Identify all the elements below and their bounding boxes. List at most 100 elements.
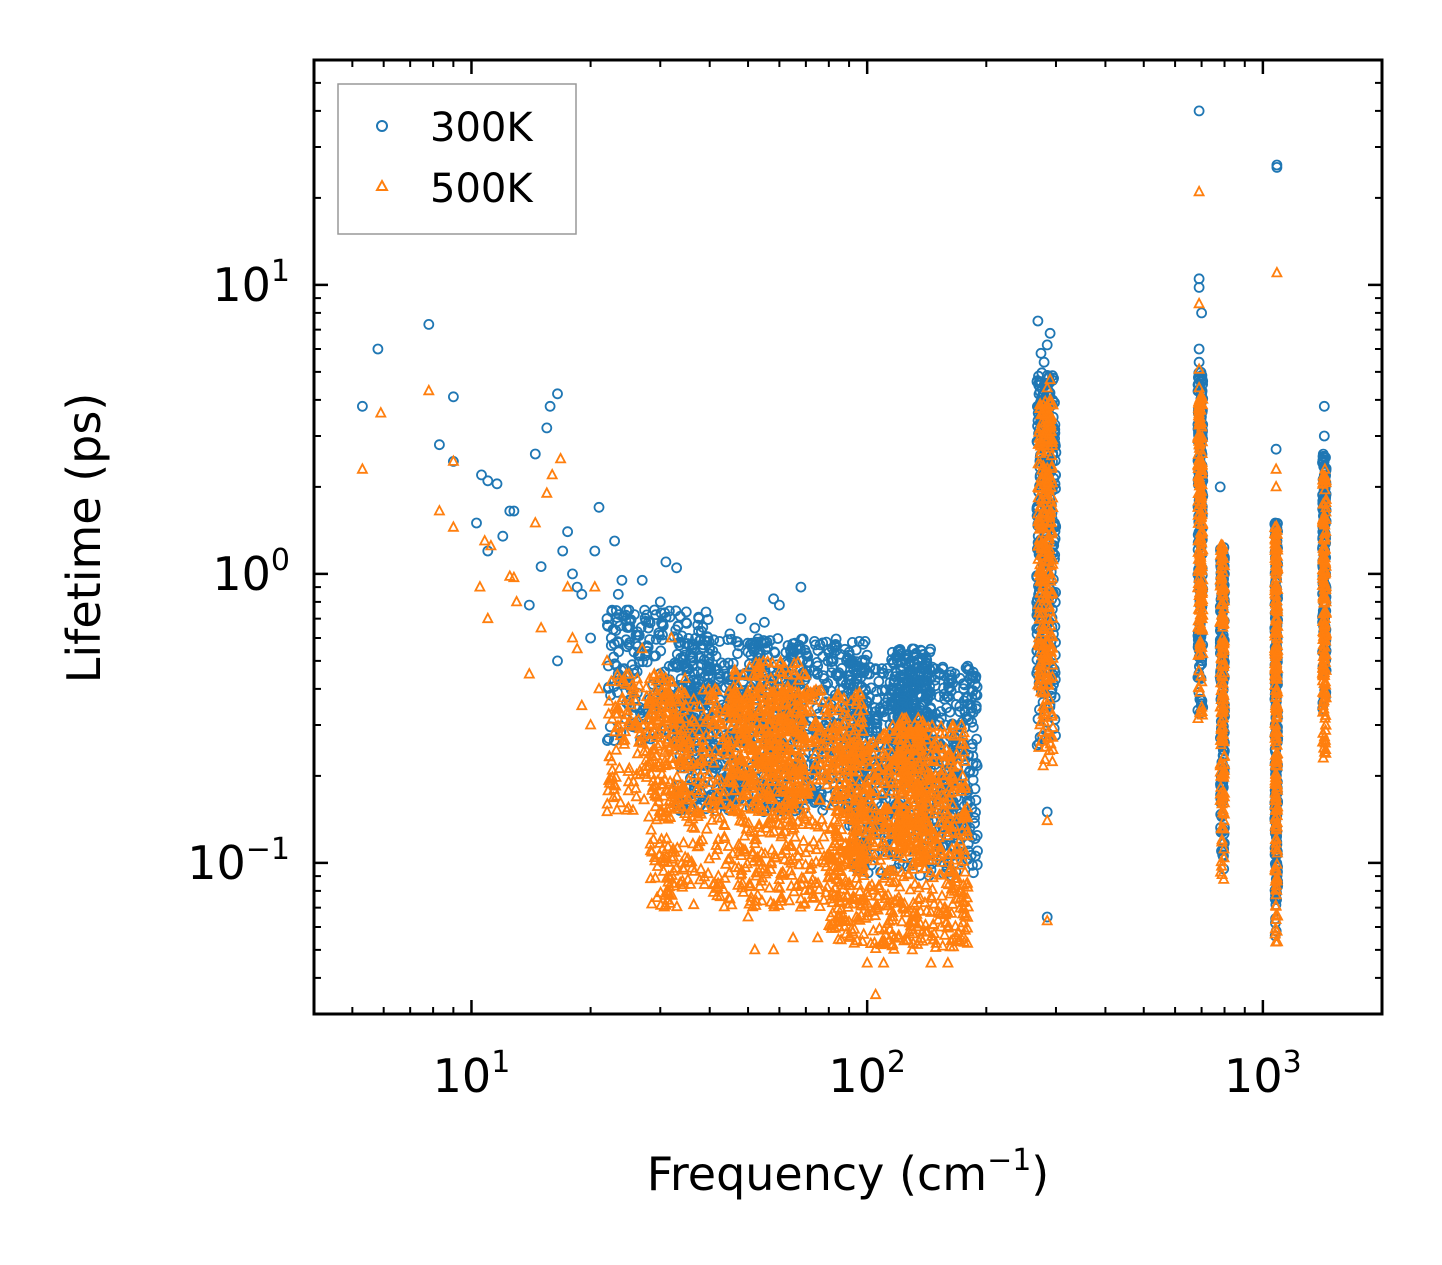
point-300k xyxy=(1193,281,1205,293)
point-500k xyxy=(772,697,785,709)
point-300k xyxy=(1196,373,1208,385)
point-500k xyxy=(722,839,735,851)
point-500k xyxy=(656,850,669,863)
point-500k xyxy=(734,725,747,737)
point-300k xyxy=(656,634,668,646)
point-500k xyxy=(805,704,818,717)
point-500k xyxy=(875,863,888,875)
point-500k xyxy=(745,763,758,776)
point-300k xyxy=(636,574,648,586)
point-500k xyxy=(761,654,774,666)
point-500k xyxy=(740,726,753,738)
point-500k xyxy=(663,879,676,892)
point-500k xyxy=(654,755,667,768)
point-500k xyxy=(433,504,446,516)
point-500k xyxy=(750,694,763,706)
point-500k xyxy=(754,825,767,837)
point-500k xyxy=(1270,265,1283,278)
point-500k xyxy=(641,712,654,724)
point-300k xyxy=(915,699,927,711)
point-500k xyxy=(662,839,674,852)
point-300k xyxy=(562,526,573,538)
point-300k xyxy=(1032,315,1044,327)
point-500k xyxy=(702,767,715,779)
point-500k xyxy=(660,831,673,844)
point-500k xyxy=(734,767,747,780)
point-500k xyxy=(523,667,536,679)
point-300k xyxy=(650,650,661,662)
point-500k xyxy=(795,877,808,889)
point-500k xyxy=(662,684,675,696)
point-500k xyxy=(850,693,863,706)
point-500k xyxy=(803,840,816,853)
point-500k xyxy=(785,879,798,891)
point-500k xyxy=(718,899,731,912)
point-500k xyxy=(786,749,798,762)
point-500k xyxy=(736,876,749,888)
point-500k xyxy=(675,800,688,812)
point-300k xyxy=(633,656,645,668)
point-300k xyxy=(859,636,871,647)
point-300k xyxy=(1196,307,1207,319)
point-500k xyxy=(820,732,833,744)
point-300k xyxy=(867,726,878,738)
point-500k xyxy=(808,890,821,902)
point-300k xyxy=(814,639,826,651)
point-300k xyxy=(906,666,918,677)
point-300k xyxy=(970,794,982,806)
point-500k xyxy=(718,818,731,830)
point-500k xyxy=(670,709,682,721)
point-500k xyxy=(645,767,658,779)
point-500k xyxy=(638,792,651,805)
point-300k xyxy=(718,659,730,671)
point-300k xyxy=(722,634,734,645)
point-500k xyxy=(742,717,755,729)
point-500k xyxy=(612,718,624,731)
point-500k xyxy=(775,866,787,879)
point-300k xyxy=(1271,161,1283,173)
point-500k xyxy=(473,580,486,592)
point-500k xyxy=(665,631,678,643)
point-500k xyxy=(644,717,657,730)
point-500k xyxy=(734,868,747,880)
point-300k xyxy=(589,545,601,557)
point-300k xyxy=(680,606,692,618)
point-500k xyxy=(677,782,689,794)
point-500k xyxy=(761,679,773,691)
point-500k xyxy=(677,863,690,875)
point-500k xyxy=(766,689,779,702)
point-300k xyxy=(970,850,981,862)
point-500k xyxy=(656,767,668,779)
point-500k xyxy=(802,685,815,698)
point-500k xyxy=(1193,184,1206,197)
point-500k xyxy=(613,761,626,773)
point-300k xyxy=(887,683,898,695)
point-500k xyxy=(680,809,693,821)
point-500k xyxy=(648,850,661,862)
point-500k xyxy=(771,712,784,724)
point-300k xyxy=(544,400,556,412)
point-300k xyxy=(871,712,883,724)
point-300k xyxy=(844,669,856,681)
point-500k xyxy=(813,882,826,895)
point-300k xyxy=(610,625,622,636)
point-300k xyxy=(933,667,945,679)
point-500k xyxy=(356,462,369,474)
point-500k xyxy=(661,802,674,814)
point-300k xyxy=(925,643,936,655)
point-500k xyxy=(752,804,765,816)
point-500k xyxy=(699,715,712,727)
point-500k xyxy=(662,741,675,753)
point-500k xyxy=(685,801,698,813)
point-500k xyxy=(744,824,757,836)
point-500k xyxy=(700,727,713,740)
point-500k xyxy=(895,914,908,927)
point-500k xyxy=(741,685,754,697)
point-500k xyxy=(653,836,666,848)
point-500k xyxy=(698,869,711,882)
point-300k xyxy=(921,658,933,669)
point-300k xyxy=(497,530,509,542)
point-500k xyxy=(632,712,645,725)
point-500k xyxy=(601,653,613,666)
point-500k xyxy=(651,790,664,802)
